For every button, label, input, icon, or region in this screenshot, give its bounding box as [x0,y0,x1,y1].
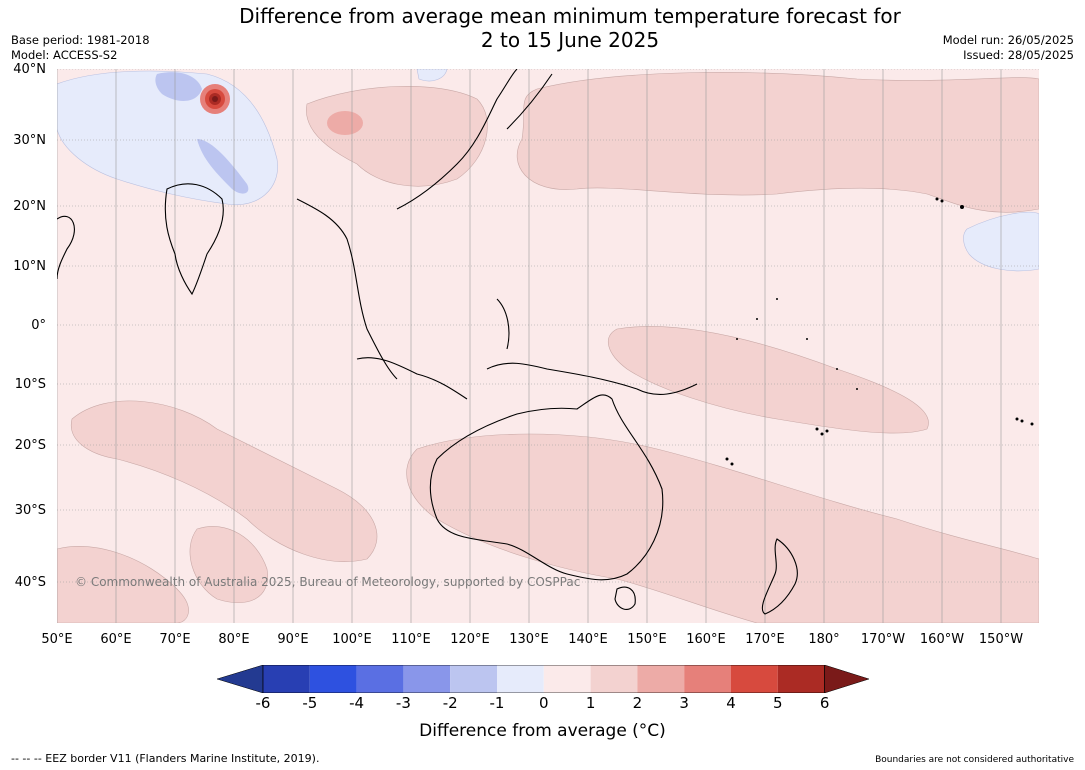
island-dots [725,197,1034,466]
lon-label: 80°E [218,632,250,647]
lat-label-40s: 40°S [14,575,46,590]
title-line-1: Difference from average mean minimum tem… [239,4,901,28]
coastlines [57,69,798,615]
lon-label: 180° [808,632,840,647]
lat-label-20s: 20°S [14,438,46,453]
colorbar-segment [777,665,825,693]
lat-label-10n: 10°N [13,259,46,274]
colorbar-segment [356,665,404,693]
lon-label: 170°W [860,632,906,647]
colorbar-segment [684,665,731,693]
lon-label: 120°E [450,632,490,647]
colorbar-segment [637,665,685,693]
colorbar-tick-label: 6 [819,694,830,712]
colorbar-tick-label: 2 [632,694,643,712]
anomaly-minus2-minus1-areas [155,72,249,194]
lon-label: 170°E [745,632,785,647]
lon-label: 70°E [159,632,191,647]
colorbar-tick-label: 3 [679,694,689,712]
lat-label-30n: 30°N [13,133,46,148]
colorbar-segment [543,665,591,693]
lon-label: 90°E [277,632,309,647]
lon-label: 160°W [919,632,965,647]
lon-label: 100°E [332,632,372,647]
colorbar-segment [263,665,310,693]
colorbar-tick-label: -2 [442,694,458,712]
colorbar-tick-label: 5 [773,694,783,712]
lat-label-40n: 40°N [13,62,46,77]
gridlines [57,69,1039,623]
forecast-map: © Commonwealth of Australia 2025, Bureau… [57,69,1039,623]
model-run: Model run: 26/05/2025 [942,33,1074,47]
issued-date: Issued: 28/05/2025 [963,48,1074,62]
colorbar-tick-label: 1 [585,694,596,712]
colorbar-tick-label: 0 [539,694,549,712]
lat-label-30s: 30°S [14,503,46,518]
lon-label: 160°E [686,632,726,647]
colorbar-segment [450,665,497,693]
lon-label: 50°E [41,632,73,647]
colorbar-arrow-low [216,664,264,694]
colorbar-tick-label: -3 [395,694,411,712]
colorbar-tick-label: -6 [255,694,271,712]
colorbar-segment [731,665,778,693]
lon-label: 110°E [391,632,431,647]
copyright-text: © Commonwealth of Australia 2025, Bureau… [75,575,580,589]
lat-label-0: 0° [31,318,46,333]
eez-note: -- -- -- EEZ border V11 (Flanders Marine… [11,752,320,765]
colorbar-arrow-high [824,664,870,694]
model-name: Model: ACCESS-S2 [11,48,118,62]
colorbar-svg [216,664,870,694]
lat-label-20n: 20°N [13,199,46,214]
colorbar-tick-label: -5 [302,694,318,712]
anomaly-2-3-areas [327,111,363,135]
map-title: Difference from average mean minimum tem… [0,4,1085,52]
lat-label-10s: 10°S [14,377,46,392]
lon-label: 140°E [568,632,608,647]
lon-label: 150°E [627,632,667,647]
map-svg: © Commonwealth of Australia 2025, Bureau… [57,69,1039,623]
lon-label: 60°E [100,632,132,647]
title-line-2: 2 to 15 June 2025 [480,28,660,52]
warm-hotspot [200,84,230,114]
anomaly-1-2-areas [57,72,1039,623]
colorbar-segment [403,665,451,693]
colorbar-tick-label: 4 [726,694,736,712]
colorbar-segment [309,665,357,693]
colorbar-segment [590,665,638,693]
base-period: Base period: 1981-2018 [11,33,150,47]
lon-label: 130°E [509,632,549,647]
colorbar-tick-label: -1 [489,694,505,712]
colorbar-segment [497,665,544,693]
lon-label: 150°W [978,632,1024,647]
boundary-disclaimer: Boundaries are not considered authoritat… [875,755,1074,765]
colorbar-tick-label: -4 [349,694,365,712]
colorbar [216,664,870,694]
colorbar-title: Difference from average (°C) [419,721,666,741]
